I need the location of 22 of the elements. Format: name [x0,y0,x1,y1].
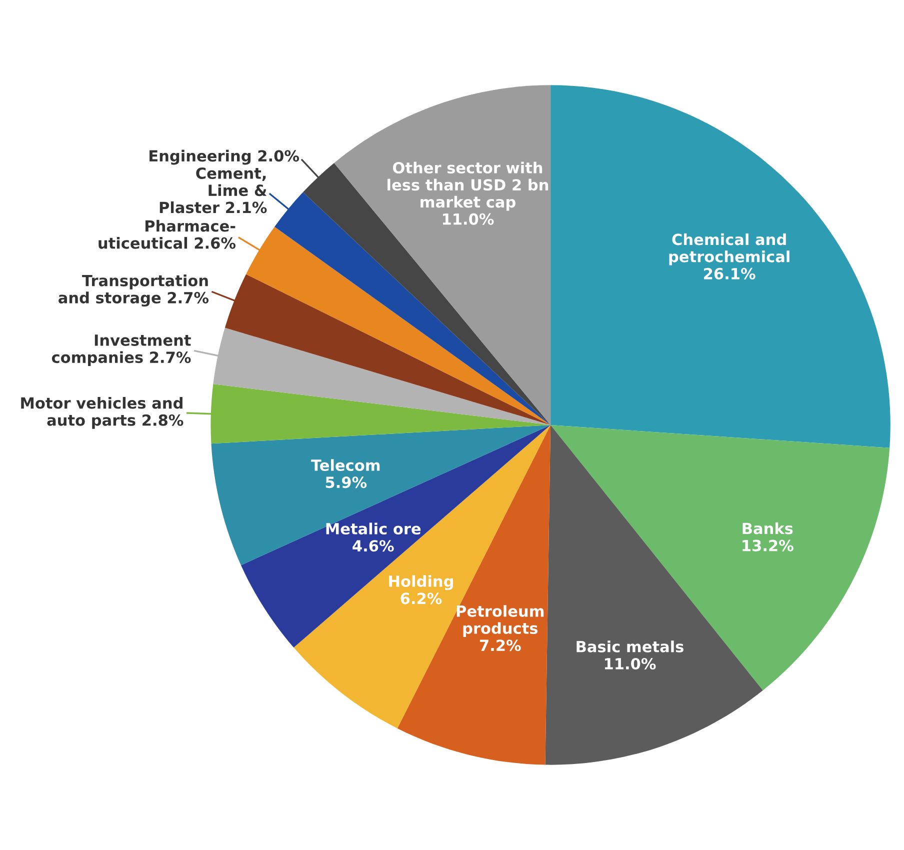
slice-label: Other sector with less than USD 2 bn market cap [388,162,548,211]
slice-label: Basic metals [576,640,684,652]
slice-label: Transportation and storage 2.7% [58,274,209,307]
slice-label: Chemical and petrochemical [669,233,790,266]
data-label: 13.2% [742,540,794,552]
data-label: 26.1% [704,268,756,280]
slice-label: Petroleum products [456,605,544,637]
slice-label: Cement, Lime & Plaster 2.1% [160,167,267,214]
slice-label: Pharmace- uticeutical 2.6% [98,220,236,249]
slice-label: Investment companies 2.7% [52,334,191,366]
slice-label: Engineering 2.0% [150,150,300,165]
slice-label: Metalic ore [326,522,421,535]
data-label: 4.6% [352,540,394,552]
data-label: 6.2% [400,592,442,604]
data-label: 5.9% [326,476,367,488]
data-label: 11.0% [442,213,494,225]
slice-label: Holding [389,575,453,590]
data-label: 7.2% [480,640,521,652]
slice-label: Telecom [311,459,380,471]
slice-label: Banks [742,522,793,534]
slice-label: Motor vehicles and auto parts 2.8% [21,396,184,429]
data-label: 11.0% [604,658,656,670]
